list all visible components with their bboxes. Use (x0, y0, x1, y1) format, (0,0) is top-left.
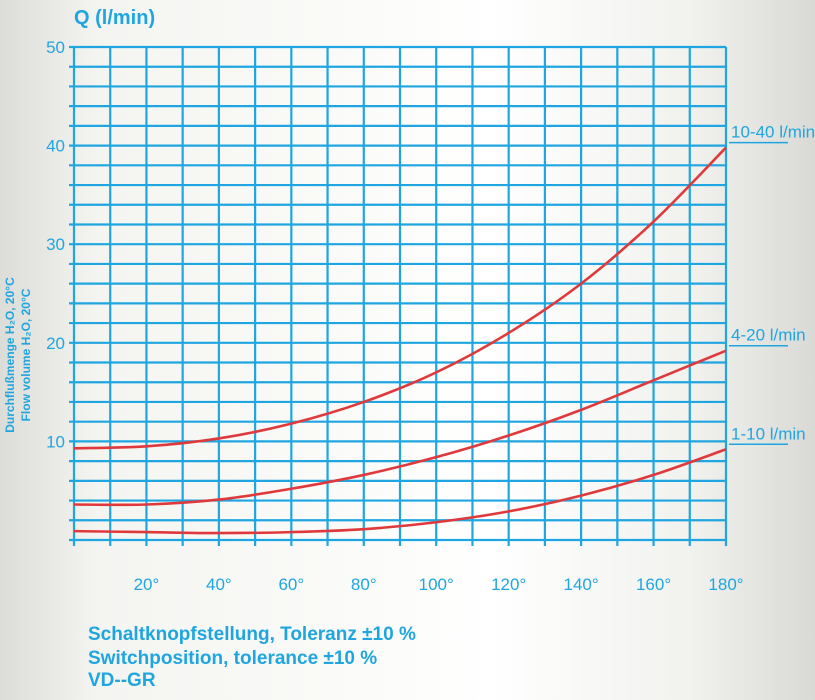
y-tick-label: 20 (46, 334, 65, 353)
x-axis-label-line-1: Schaltknopfstellung, Toleranz ±10 % (88, 624, 416, 645)
series-labels: 10-40 l/min 4-20 l/min 1-10 l/min (729, 123, 815, 446)
series-line (73, 448, 727, 535)
chart-title: Q (l/min) (74, 7, 155, 29)
x-tick-label: 140° (564, 575, 599, 594)
x-tick-label: 160° (636, 575, 671, 594)
y-tick-label: 10 (46, 432, 65, 451)
x-tick-label: 80° (351, 575, 377, 594)
series-label: 1-10 l/min (731, 424, 806, 443)
x-tick-label: 20° (134, 575, 160, 594)
x-axis-ticks: 20° 40° 60° 80° 100° 120° 140° 160° 180° (134, 575, 744, 594)
x-tick-label: 100° (419, 575, 454, 594)
x-tick-label: 120° (491, 575, 526, 594)
y-axis-label-line-2: Flow volume H₂O, 20°C (19, 288, 33, 421)
y-tick-label: 30 (46, 235, 65, 254)
x-tick-label: 40° (206, 575, 232, 594)
y-tick-label: 40 (46, 137, 65, 156)
series-label: 4-20 l/min (731, 326, 806, 345)
series-line (73, 146, 727, 450)
x-tick-label: 60° (278, 575, 304, 594)
model-code: VD--GR (88, 670, 156, 691)
y-tick-label: 50 (46, 38, 65, 57)
series-line (73, 349, 727, 507)
grid (69, 45, 728, 546)
series-lines (73, 146, 727, 535)
y-axis-ticks: 10 20 30 40 50 (46, 38, 65, 451)
series-label: 10-40 l/min (731, 123, 815, 142)
y-axis-label: Durchflußmenge H₂O, 20°C Flow volume H₂O… (3, 277, 33, 433)
x-axis-label-line-2: Switchposition, tolerance ±10 % (88, 648, 377, 669)
x-tick-label: 180° (708, 575, 743, 594)
y-axis-label-line-1: Durchflußmenge H₂O, 20°C (3, 277, 17, 433)
